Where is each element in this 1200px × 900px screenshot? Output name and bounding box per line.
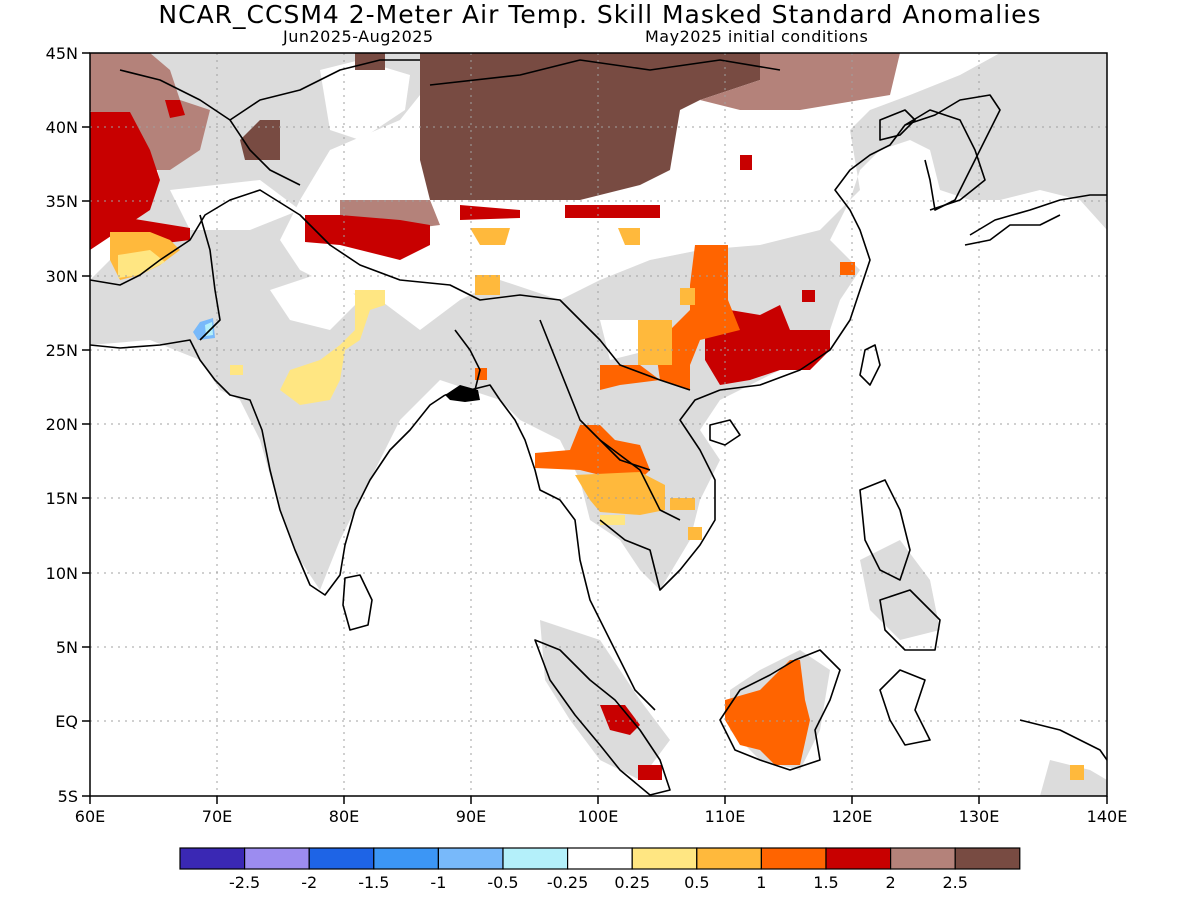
lat-label: 15N [46,489,78,508]
bangladesh-delta [445,385,480,402]
lon-label: 110E [705,807,746,826]
non-skill-gaps [170,60,800,360]
longitude-labels: 60E 70E 80E 90E 100E 110E 120E 130E 140E [75,807,1128,826]
lon-label: 140E [1087,807,1128,826]
lat-label: 5N [56,638,78,657]
colorbar-swatch [437,847,504,870]
lon-label: 100E [578,807,619,826]
anomaly-0.25-to-0.5 [118,250,625,525]
lon-label: 90E [456,807,486,826]
colorbar-label: 2 [886,873,896,892]
lat-label: 10N [46,564,78,583]
lat-label: 25N [46,341,78,360]
initial-conditions: May2025 initial conditions [645,27,869,46]
lat-label: 5S [58,787,78,806]
lon-label: 70E [202,807,232,826]
colorbar-label: -1 [430,873,446,892]
lat-label: 45N [46,44,78,63]
forecast-period: Jun2025-Aug2025 [283,27,434,46]
colorbar-label: -2.5 [229,873,260,892]
colorbar-label: 0.25 [614,873,650,892]
colorbar-swatch [631,847,698,870]
lon-label: 60E [75,807,105,826]
anomaly-1-to-1.5 [475,245,855,765]
colorbar-label: -2 [301,873,317,892]
lon-label: 120E [832,807,873,826]
colorbar-swatch [308,847,375,870]
anomaly-0.5-to-1 [110,228,1084,780]
colorbar-label: -0.5 [487,873,518,892]
colorbar-label: 0.5 [684,873,709,892]
colorbar-swatch [244,847,310,870]
coastlines [90,59,1107,796]
latitude-labels: 45N 40N 35N 30N 25N 20N 15N 10N 5N EQ 5S [46,44,78,806]
lat-label: 20N [46,415,78,434]
lon-label: 80E [329,807,359,826]
colorbar-swatch [179,847,246,870]
colorbar-swatch [502,847,569,870]
colorbar-label: -0.25 [547,873,588,892]
lat-label: 30N [46,267,78,286]
map-plot-area [90,53,1107,796]
colorbar-swatch [566,847,633,870]
axis-ticks [82,52,1108,804]
lat-label: EQ [55,712,78,731]
lat-label: 40N [46,118,78,137]
colorbar-swatch [889,847,956,870]
map-title: NCAR_CCSM4 2-Meter Air Temp. Skill Maske… [158,0,1042,29]
colorbar-swatch [825,847,892,870]
lon-label: 130E [959,807,1000,826]
colorbar-swatch [954,847,1021,870]
lat-label: 35N [46,192,78,211]
colorbar-label: 2.5 [942,873,967,892]
colorbar-label: 1 [756,873,766,892]
colorbar: -2.5 -2 -1.5 -1 -0.5 -0.25 0.25 0.5 1 1.… [179,847,1021,892]
colorbar-swatch [373,847,439,870]
colorbar-swatch [760,847,827,870]
colorbar-label: 1.5 [813,873,838,892]
colorbar-label: -1.5 [358,873,389,892]
colorbar-swatch [696,847,762,870]
